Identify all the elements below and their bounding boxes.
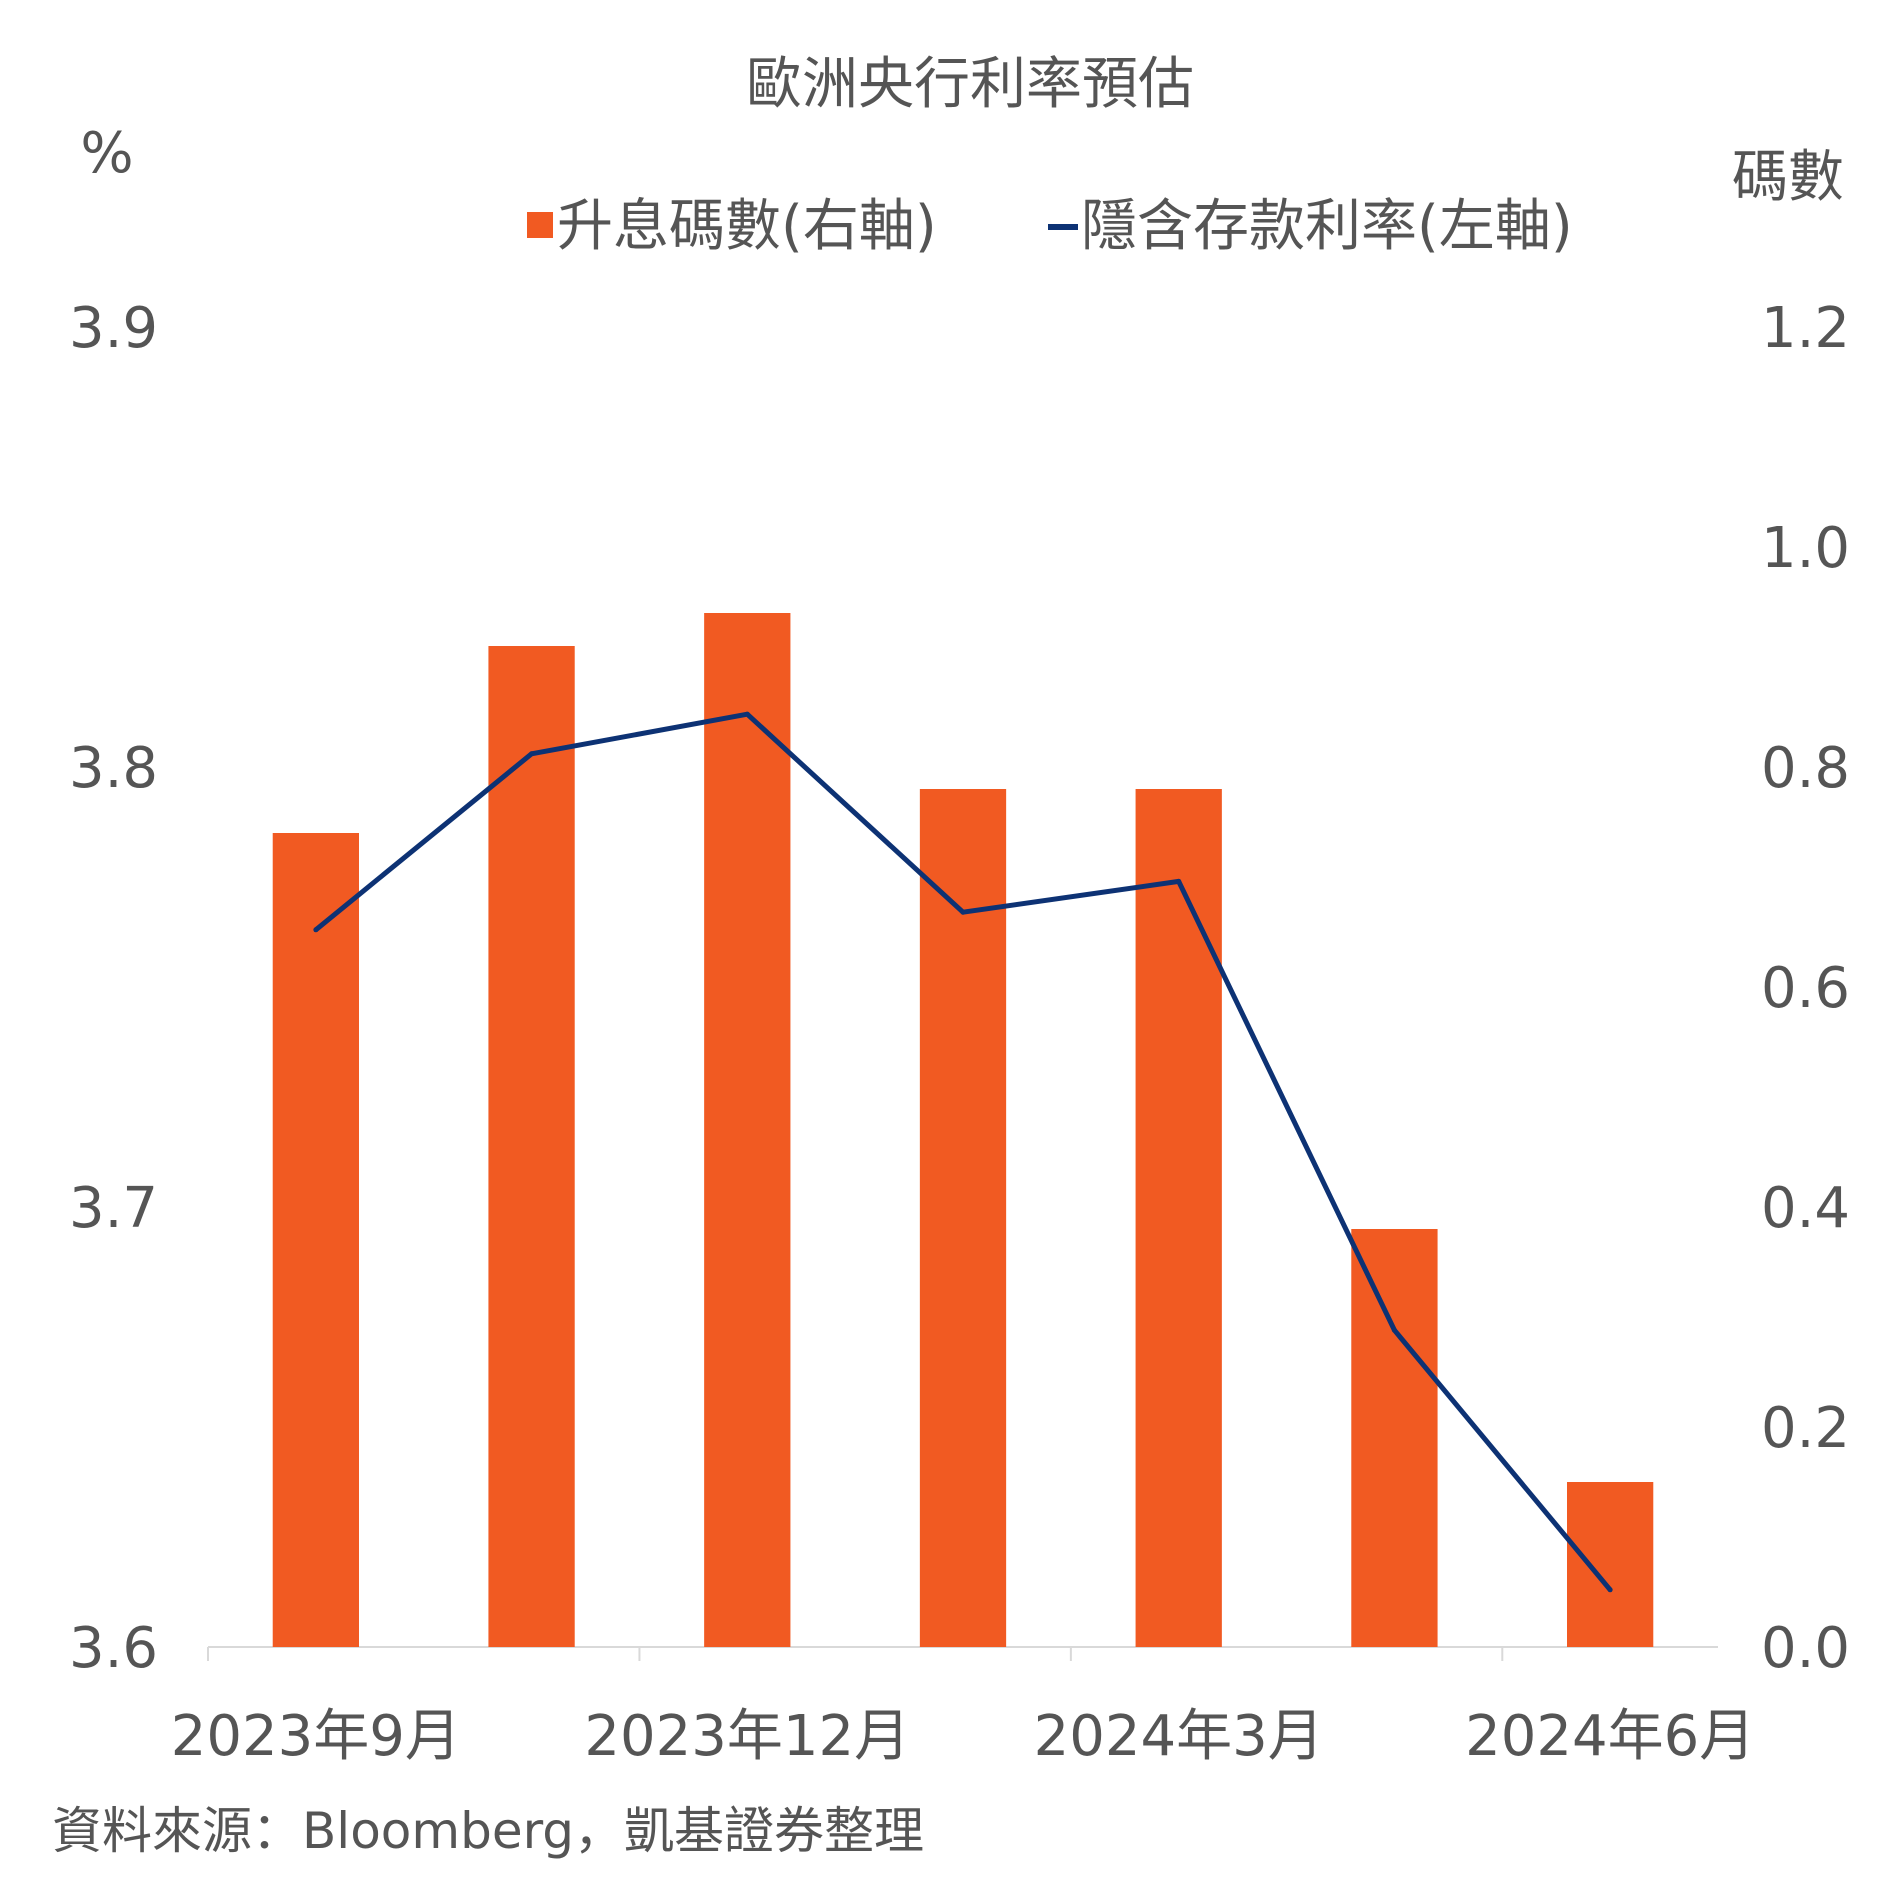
- right-tick-label: 1.0: [1761, 516, 1850, 581]
- right-tick-label: 0.2: [1761, 1396, 1850, 1461]
- line-point: [1391, 1327, 1397, 1333]
- line-series: [313, 711, 1613, 1593]
- bar-series: [272, 613, 1654, 1647]
- x-axis-tickmarks: [207, 1647, 1504, 1661]
- legend: 升息碼數(右軸) 隱含存款利率(左軸): [527, 194, 1573, 259]
- line-point: [313, 927, 319, 933]
- legend-line-label: 隱含存款利率(左軸): [1081, 194, 1573, 259]
- x-tick-label: 2023年9月: [171, 1704, 461, 1769]
- x-tick-label: 2023年12月: [584, 1704, 910, 1769]
- left-tick-label: 3.7: [69, 1176, 158, 1241]
- left-tick-label: 3.8: [69, 736, 158, 801]
- left-tick-label: 3.9: [69, 296, 158, 361]
- x-tick-label: 2024年3月: [1034, 1704, 1324, 1769]
- source-note: 資料來源：Bloomberg，凱基證券整理: [52, 1802, 924, 1860]
- legend-bar-swatch: [527, 212, 553, 238]
- line-point: [744, 711, 750, 717]
- bar: [704, 613, 791, 1647]
- line-point: [529, 751, 535, 757]
- right-tick-label: 0.6: [1761, 956, 1850, 1021]
- x-axis: 2023年9月 2023年12月 2024年3月 2024年6月: [171, 1704, 1755, 1769]
- bar: [272, 833, 359, 1647]
- right-axis-unit: 碼數: [1732, 145, 1844, 210]
- left-axis: 3.9 3.8 3.7 3.6: [69, 296, 158, 1681]
- bar: [488, 646, 575, 1647]
- bar: [1351, 1229, 1438, 1647]
- left-tick-label: 3.6: [69, 1616, 158, 1681]
- x-tick-label: 2024年6月: [1465, 1704, 1755, 1769]
- line-point: [1176, 878, 1182, 884]
- right-axis: 1.2 1.0 0.8 0.6 0.4 0.2 0.0: [1761, 296, 1850, 1681]
- right-tick-label: 0.4: [1761, 1176, 1850, 1241]
- legend-bar-label: 升息碼數(右軸): [557, 194, 937, 259]
- line-point: [1607, 1587, 1613, 1593]
- bar: [919, 789, 1007, 1647]
- right-tick-label: 0.8: [1761, 736, 1850, 801]
- bar: [1135, 789, 1222, 1647]
- line-point: [960, 909, 966, 915]
- right-tick-label: 1.2: [1761, 296, 1850, 361]
- left-axis-unit: %: [80, 121, 133, 186]
- chart-title: 歐洲央行利率預估: [746, 52, 1194, 117]
- right-tick-label: 0.0: [1761, 1616, 1850, 1681]
- bar: [1567, 1482, 1654, 1647]
